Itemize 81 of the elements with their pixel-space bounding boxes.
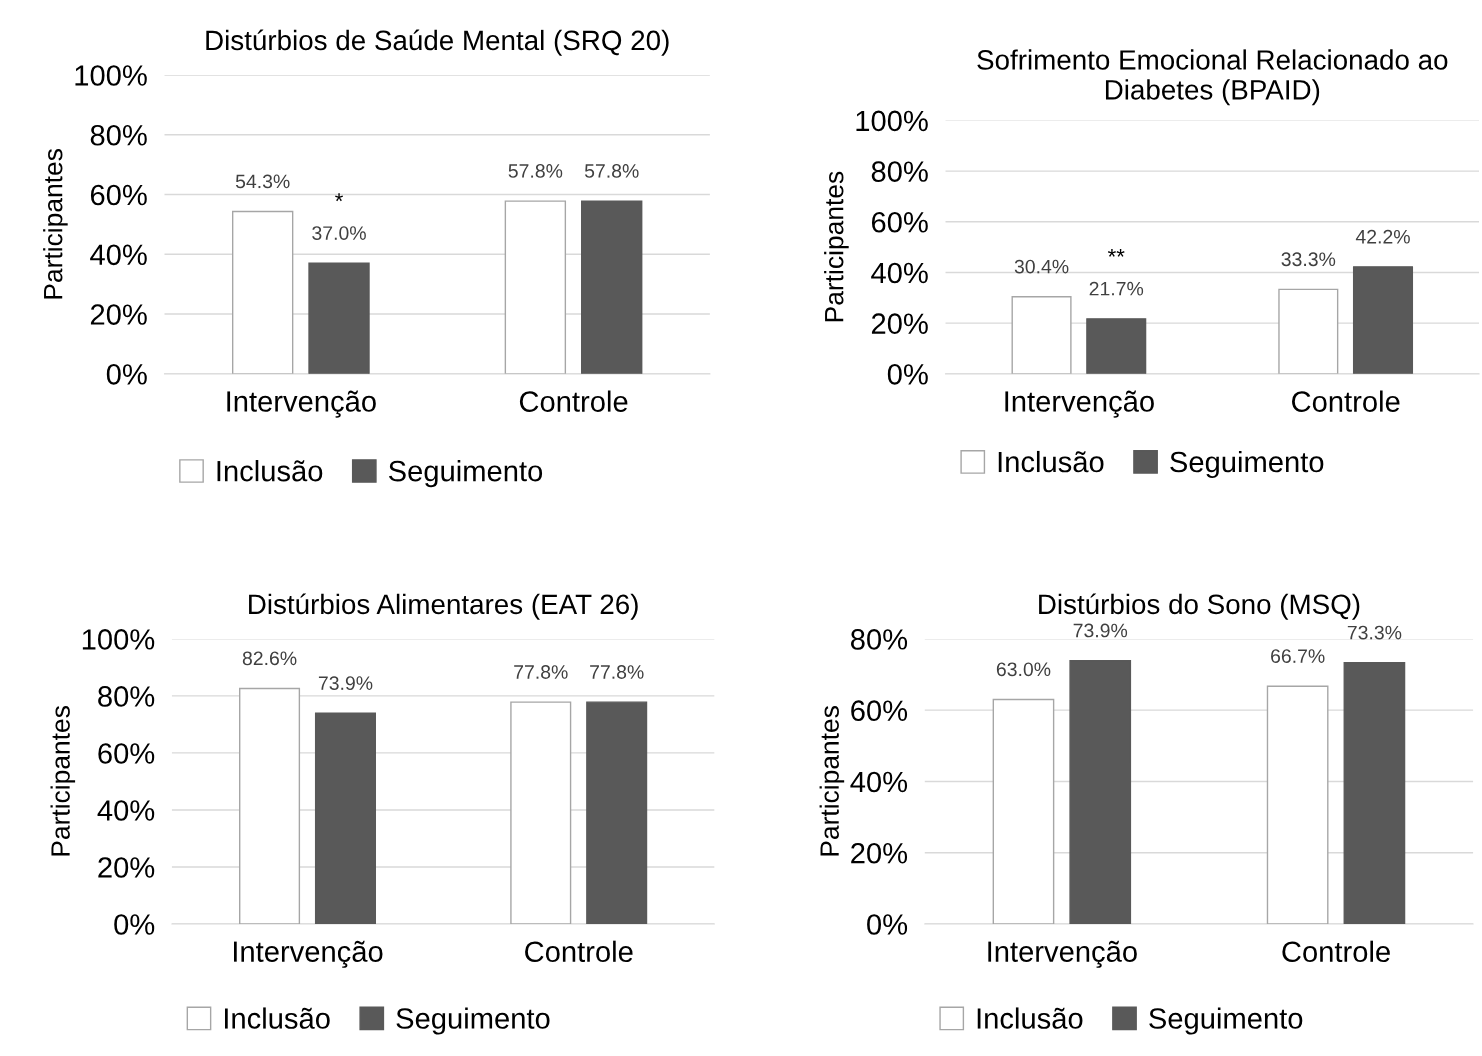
x-tick-label: Intervenção <box>1005 390 1154 418</box>
x-tick-label: Intervenção <box>234 940 383 968</box>
chart-title: Sofrimento Emocional Relacionado ao Diabetes (BPAID) <box>977 49 1448 106</box>
y-tick-label: 80% <box>871 161 928 182</box>
y-tick-label: 0% <box>106 364 147 385</box>
x-tick-label: Controle <box>525 940 633 963</box>
data-label: 82.6% <box>242 651 297 666</box>
bar <box>1266 685 1329 924</box>
legend-label: Inclusão <box>225 1007 330 1029</box>
chart-title: Distúrbios do Sono (MSQ) <box>1039 593 1360 620</box>
legend-label: Seguimento <box>396 1007 550 1035</box>
y-tick-label: 60% <box>98 743 155 764</box>
bar <box>1086 318 1147 374</box>
y-tick-label: 0% <box>867 914 908 935</box>
y-tick-label: 20% <box>871 313 928 334</box>
annotation: * <box>335 193 343 202</box>
bar <box>314 712 377 924</box>
y-tick-label: 100% <box>82 629 155 650</box>
legend-label: Inclusão <box>977 1007 1083 1029</box>
bar <box>504 200 567 374</box>
bar <box>1011 296 1072 374</box>
y-axis-title: Participantes <box>50 706 76 856</box>
data-label: 42.2% <box>1355 229 1410 244</box>
y-tick-label: 40% <box>97 800 155 821</box>
y-tick-label: 100% <box>856 110 928 132</box>
y-axis-title: Participantes <box>43 149 68 299</box>
chart-title: Distúrbios de Saúde Mental (SRQ 20) <box>206 29 669 56</box>
y-axis-title: Participantes <box>819 706 845 856</box>
legend-label: Inclusão <box>998 450 1104 473</box>
data-label: 77.8% <box>590 665 644 679</box>
x-tick-label: Controle <box>1282 940 1390 963</box>
bar <box>1352 266 1414 374</box>
data-label: 63.0% <box>996 662 1051 677</box>
bar <box>1278 288 1339 374</box>
bar <box>586 701 648 924</box>
legend-label: Seguimento <box>388 460 543 488</box>
bar <box>581 200 643 374</box>
y-tick-label: 0% <box>887 364 928 385</box>
y-tick-label: 40% <box>850 771 908 793</box>
x-tick-label: Controle <box>1292 390 1400 412</box>
x-tick-label: Intervenção <box>988 940 1137 968</box>
y-tick-label: 60% <box>90 184 147 206</box>
bar <box>992 698 1055 924</box>
y-tick-label: 20% <box>851 842 908 864</box>
y-axis-title: Participantes <box>824 171 849 322</box>
bar <box>308 262 370 374</box>
y-tick-label: 80% <box>98 686 155 707</box>
data-label: 73.9% <box>318 676 373 691</box>
y-tick-label: 40% <box>871 262 928 284</box>
y-tick-label: 100% <box>75 65 147 86</box>
y-tick-label: 0% <box>114 914 155 935</box>
x-tick-label: Intervenção <box>227 390 376 418</box>
chart-title: Distúrbios Alimentares (EAT 26) <box>249 593 638 620</box>
data-label: 57.8% <box>508 164 563 178</box>
data-label: 21.7% <box>1089 281 1144 296</box>
y-tick-label: 80% <box>90 124 147 146</box>
y-tick-label: 20% <box>90 304 147 325</box>
y-tick-label: 60% <box>851 700 908 722</box>
data-label: 33.3% <box>1281 252 1336 267</box>
data-label: 66.7% <box>1271 649 1325 663</box>
x-tick-label: Controle <box>519 390 628 412</box>
data-label: 30.4% <box>1014 259 1069 274</box>
data-label: 73.9% <box>1073 623 1128 638</box>
data-label: 77.8% <box>514 665 568 679</box>
bar <box>231 210 294 374</box>
legend-label: Seguimento <box>1170 450 1324 479</box>
y-tick-label: 60% <box>871 211 928 233</box>
bar <box>510 701 572 924</box>
bar <box>1343 662 1406 924</box>
y-tick-label: 80% <box>850 629 908 650</box>
data-label: 37.0% <box>312 226 366 240</box>
y-tick-label: 20% <box>98 857 155 878</box>
y-tick-label: 40% <box>90 244 147 266</box>
data-label: 73.3% <box>1347 625 1402 640</box>
legend-label: Seguimento <box>1149 1007 1303 1035</box>
data-label: 57.8% <box>584 164 639 178</box>
annotation: ** <box>1107 248 1125 257</box>
data-label: 54.3% <box>235 174 290 189</box>
bar <box>239 687 301 924</box>
bar <box>1069 659 1132 924</box>
legend-label: Inclusão <box>217 460 323 482</box>
